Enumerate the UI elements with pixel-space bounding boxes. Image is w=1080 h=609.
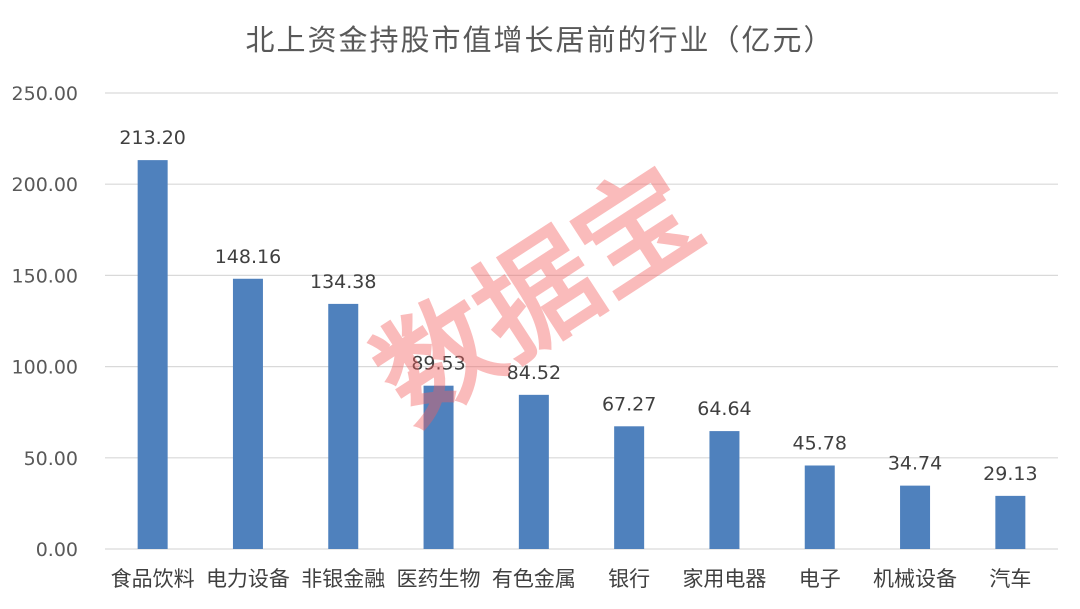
data-label: 134.38	[310, 271, 376, 293]
category-label: 汽车	[989, 567, 1031, 591]
data-label: 67.27	[602, 393, 656, 415]
bars	[137, 160, 1026, 549]
y-tick-label: 200.00	[12, 174, 78, 196]
bar	[328, 303, 359, 549]
data-label: 213.20	[119, 127, 185, 149]
y-axis-tick-labels: 0.00 50.00 100.00 150.00 200.00 250.00	[12, 83, 78, 561]
data-label: 64.64	[697, 398, 751, 420]
data-label: 84.52	[507, 362, 561, 384]
bar	[995, 495, 1026, 549]
bar	[137, 160, 168, 549]
data-labels: 213.20 148.16 134.38 89.53 84.52 67.27 64.64 45…	[119, 127, 1037, 485]
bar	[518, 394, 549, 549]
bar	[804, 465, 835, 549]
data-label: 29.13	[983, 463, 1037, 485]
chart-title: 北上资金持股市值增长居前的行业（亿元）	[245, 23, 834, 57]
category-label: 医药生物	[397, 567, 481, 591]
category-label: 食品饮料	[111, 567, 195, 591]
category-label: 非银金融	[301, 567, 385, 591]
bar	[900, 485, 931, 549]
gridlines	[105, 92, 1058, 550]
bar	[614, 426, 645, 549]
y-tick-label: 150.00	[12, 265, 78, 287]
data-label: 89.53	[411, 353, 465, 375]
y-tick-label: 250.00	[12, 83, 78, 105]
category-label: 电力设备	[206, 567, 290, 591]
x-axis-category-labels: 食品饮料 电力设备 非银金融 医药生物 有色金属 银行 家用电器 电子 机械设备 汽车	[111, 567, 1032, 591]
y-tick-label: 0.00	[36, 539, 78, 561]
bar	[423, 385, 454, 549]
bar	[709, 431, 740, 549]
category-label: 有色金属	[492, 567, 576, 591]
data-label: 148.16	[215, 246, 281, 268]
category-label: 电子	[799, 567, 841, 591]
data-label: 45.78	[793, 432, 847, 454]
category-label: 家用电器	[682, 567, 766, 591]
category-label: 银行	[608, 567, 650, 591]
y-tick-label: 50.00	[24, 448, 78, 470]
y-tick-label: 100.00	[12, 357, 78, 379]
bar	[232, 278, 263, 549]
category-label: 机械设备	[873, 567, 957, 591]
data-label: 34.74	[888, 453, 942, 475]
